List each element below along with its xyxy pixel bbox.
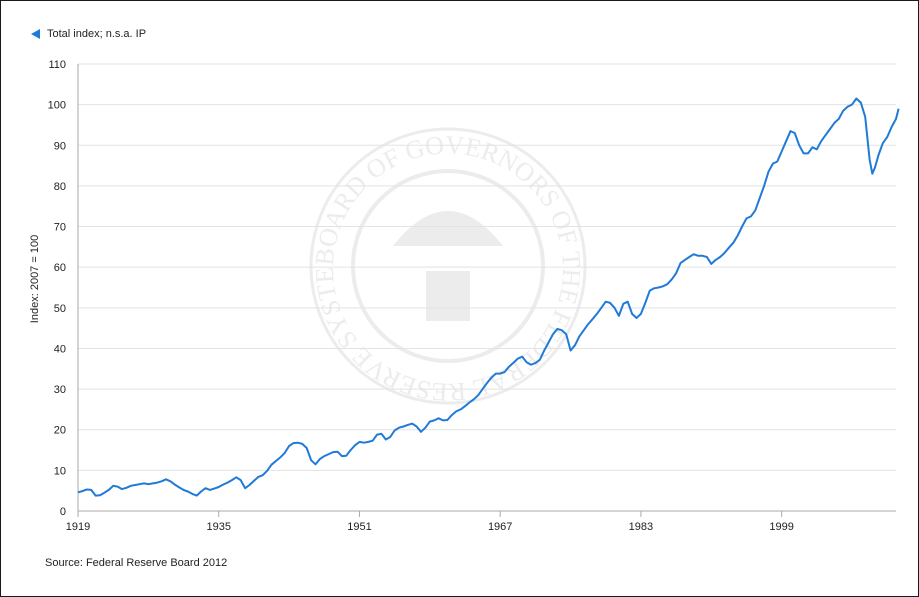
x-tick-label: 1935 [206, 521, 230, 533]
y-axis-label: Index: 2007 = 100 [29, 235, 41, 323]
y-tick-label: 100 [48, 100, 66, 112]
legend-label: Total index; n.s.a. IP [47, 28, 147, 40]
y-tick-label: 10 [54, 465, 66, 477]
seal-shield-shape [426, 271, 470, 321]
x-tick-label: 1967 [488, 521, 512, 533]
seal-eagle-shape [393, 211, 503, 246]
seal-outer-ring [309, 127, 587, 405]
series-line [77, 97, 900, 497]
y-tick-label: 90 [54, 140, 66, 152]
x-tick-label: 1999 [769, 521, 793, 533]
x-tick-label: 1983 [629, 521, 653, 533]
y-tick-label: 0 [60, 506, 66, 518]
federal-reserve-seal-icon: BOARD OF GOVERNORS OF THE FEDERAL RESERV… [1, 1, 587, 407]
x-tick-label: 1919 [66, 521, 90, 533]
y-tick-label: 50 [54, 303, 66, 315]
y-tick-label: 30 [54, 384, 66, 396]
y-tick-label: 110 [48, 59, 66, 71]
y-tick-label: 80 [54, 181, 66, 193]
y-tick-label: 40 [54, 343, 66, 355]
x-tick-label: 1951 [347, 521, 371, 533]
y-tick-label: 20 [54, 425, 66, 437]
seal-inner-ring [351, 169, 545, 363]
y-tick-label: 60 [54, 262, 66, 274]
triangle-left-icon [31, 29, 40, 39]
y-tick-label: 70 [54, 222, 66, 234]
source-note: Source: Federal Reserve Board 2012 [45, 557, 228, 569]
legend-item[interactable]: Total index; n.s.a. IP [31, 28, 146, 40]
